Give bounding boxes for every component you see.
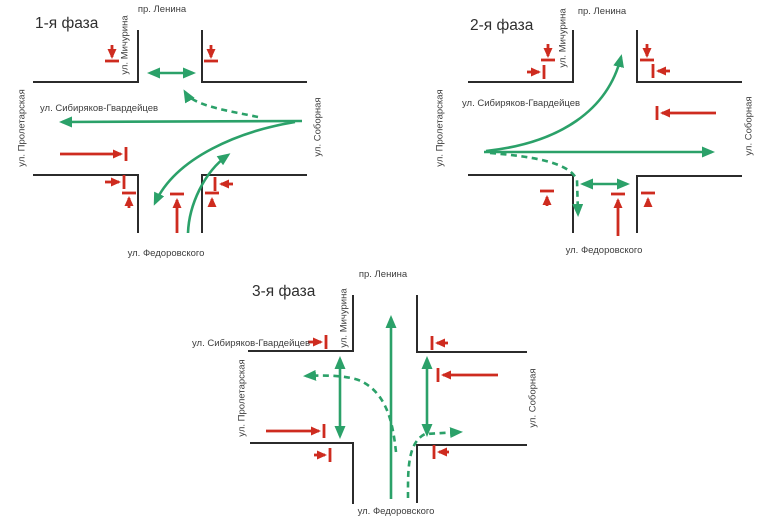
p2-street-sibiryakov: ул. Сибиряков-Гвардейцев (462, 98, 580, 109)
p2-green-dashed-turn-south-arrow (489, 151, 584, 217)
p1-title: 1-я фаза (35, 15, 99, 32)
p1-street-fedorovskogo: ул. Федоровского (128, 248, 205, 259)
p3-red-stop-southeast-left (432, 445, 449, 459)
p3-red-stop-west-approach (266, 424, 326, 438)
p1-green-dashed-turn-north-arrow (183, 89, 259, 119)
p2-street-proletarskaya: ул. Пролетарская (435, 89, 446, 166)
p2-road-edges (468, 30, 742, 233)
p2-title: 2-я фаза (470, 17, 534, 34)
p2-red-stop-north-left-down (541, 44, 555, 62)
p3-green-dashed-turn-east-arrow (406, 427, 463, 499)
p2-red-stop-east-approach (655, 106, 716, 120)
phase-2: 2-я фаза пр. Ленина ул. Мичурина ул. Сиб… (435, 6, 755, 256)
p2-red-stop-south-approach (611, 192, 625, 236)
p2-red-stop-north-left-right (527, 65, 546, 79)
p1-road-edges (33, 30, 307, 233)
p1-street-sibiryakov: ул. Сибиряков-Гвардейцев (40, 103, 158, 114)
p2-street-fedorovskogo: ул. Федоровского (566, 245, 643, 256)
p1-red-stop-north-left (105, 45, 119, 63)
p3-street-lenina: пр. Ленина (359, 269, 408, 280)
p1-street-sobornaya: ул. Соборная (313, 97, 324, 156)
p1-green-turn-south-arrow (153, 120, 296, 206)
phase-3: 3-я фаза пр. Ленина ул. Мичурина ул. Сиб… (192, 269, 539, 516)
p3-title: 3-я фаза (252, 283, 316, 300)
p1-red-stop-south-approach (170, 192, 184, 233)
p2-green-turn-north-arrow (485, 54, 624, 153)
p1-red-stop-southwest-up (122, 191, 136, 208)
p3-red-stop-northwest-right (308, 335, 328, 349)
p3-street-sibiryakov: ул. Сибиряков-Гвардейцев (192, 338, 310, 349)
p2-red-stop-southwest-up (540, 189, 554, 206)
p1-green-turn-east-arrow (186, 153, 231, 234)
p1-red-stop-southeast-left (213, 177, 233, 191)
p2-red-stop-north-right-left (651, 64, 670, 78)
p3-street-fedorovskogo: ул. Федоровского (358, 506, 435, 516)
p2-red-stop-north-right-down (640, 44, 654, 62)
p1-red-stop-southwest-right (105, 175, 126, 189)
p2-street-sobornaya: ул. Соборная (744, 96, 755, 155)
p2-red-stop-southeast-up (641, 191, 655, 207)
p1-street-proletarskaya: ул. Пролетарская (17, 89, 28, 166)
p3-street-proletarskaya: ул. Пролетарская (237, 359, 248, 436)
p1-red-stop-north-right (204, 45, 218, 63)
p3-red-stop-northeast-left (430, 336, 448, 350)
p1-street-lenina: пр. Ленина (138, 4, 187, 15)
p3-green-dashed-turn-west-arrow (303, 369, 398, 453)
p1-green-through-west-arrow (59, 116, 303, 128)
p3-street-michurina: ул. Мичурина (339, 288, 350, 348)
p1-red-stop-southeast-up (205, 191, 219, 207)
p1-street-michurina: ул. Мичурина (120, 15, 131, 75)
phase-1: 1-я фаза пр. Ленина ул. Мичурина ул. Сиб… (17, 4, 324, 259)
p3-red-stop-southwest-right (314, 448, 332, 462)
p3-street-sobornaya: ул. Соборная (528, 368, 539, 427)
p3-red-stop-east-approach (436, 368, 498, 382)
p1-red-stop-west-approach (60, 147, 128, 161)
p2-street-lenina: пр. Ленина (578, 6, 627, 17)
p3-road-edges (248, 295, 527, 504)
p2-street-michurina: ул. Мичурина (558, 8, 569, 68)
